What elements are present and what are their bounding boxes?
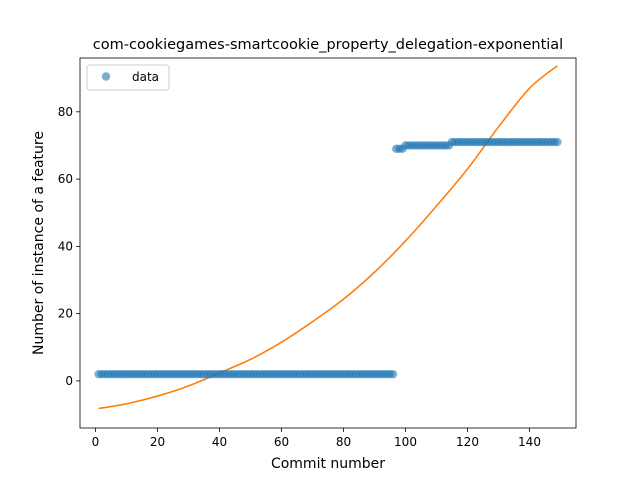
x-tick-label: 60 [274, 435, 289, 449]
legend-data-marker [101, 72, 111, 81]
legend-data-label: data [132, 70, 159, 84]
x-tick-label: 40 [212, 435, 227, 449]
y-tick-label: 40 [58, 239, 73, 253]
y-axis-label: Number of instance of a feature [31, 131, 47, 355]
y-tick-label: 20 [58, 307, 73, 321]
plot-frame [79, 57, 577, 429]
fit-layer [98, 65, 558, 410]
x-tick-label: 140 [518, 435, 541, 449]
chart-title: com-cookiegames-smartcookie_property_del… [93, 37, 563, 53]
x-tick-label: 120 [456, 435, 479, 449]
x-tick-label: 0 [92, 435, 100, 449]
x-ticks: 0 20 40 60 80 100 120 140 [92, 428, 541, 449]
x-tick-label: 20 [150, 435, 165, 449]
legend: data [86, 64, 170, 91]
y-tick-label: 60 [58, 172, 73, 186]
data-point [388, 369, 398, 379]
y-tick-label: 80 [58, 105, 73, 119]
x-tick-label: 100 [394, 435, 417, 449]
legend-box [86, 64, 170, 91]
x-tick-label: 80 [336, 435, 351, 449]
y-ticks: 0 20 40 60 80 [58, 105, 80, 388]
y-tick-label: 0 [65, 374, 73, 388]
x-axis-label: Commit number [271, 456, 385, 472]
points-layer [94, 137, 562, 379]
fit-line [98, 65, 558, 410]
data-point [553, 137, 562, 147]
